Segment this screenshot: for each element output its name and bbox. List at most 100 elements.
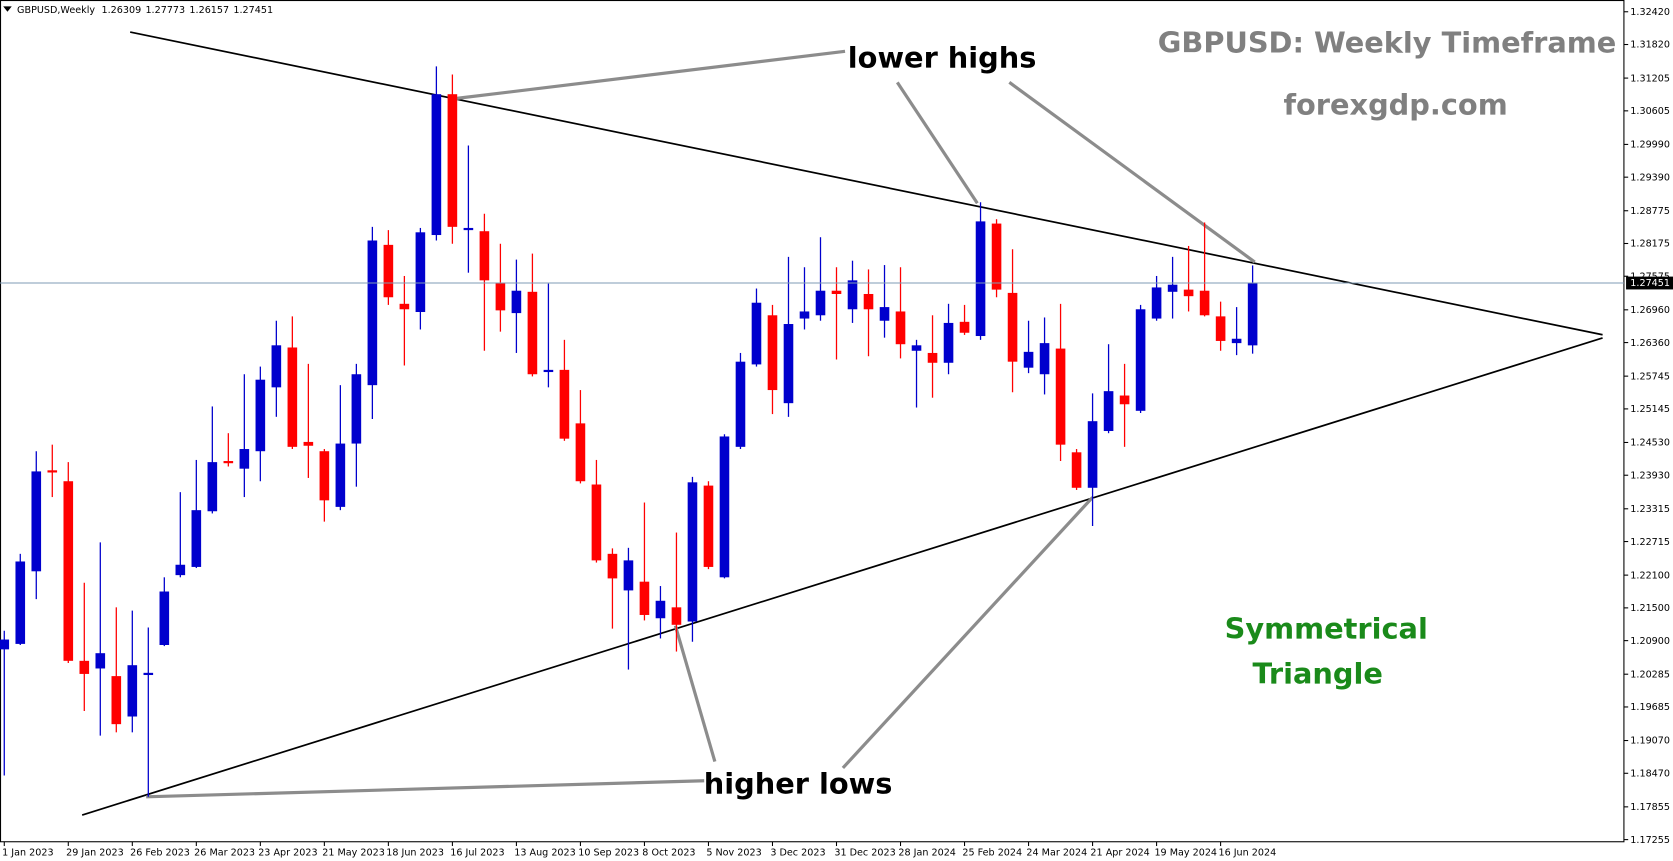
x-tick-label: 28 Jan 2024 [898,848,956,859]
chart-subtitle: forexgdp.com [1283,87,1507,121]
x-tick-label: 16 Jul 2023 [450,848,504,859]
x-tick-label: 21 Apr 2024 [1090,848,1149,859]
candle-body [1023,351,1034,368]
y-tick-label: 1.26360 [1630,338,1670,349]
candle-body [31,471,42,572]
candle-body [847,280,858,310]
x-tick-label: 8 Oct 2023 [642,848,695,859]
candle-body [831,290,842,294]
y-tick-label: 1.20285 [1630,669,1670,680]
x-tick-label: 13 Aug 2023 [514,848,575,859]
x-tick-label: 16 Jun 2024 [1218,848,1276,859]
y-tick-label: 1.31820 [1630,40,1670,51]
candle-body [1055,348,1066,445]
x-tick-label: 25 Feb 2024 [962,848,1022,859]
candle-body [975,221,986,337]
pointer-line [146,779,705,799]
candle-body [895,311,906,345]
candle-body [1103,391,1114,432]
candle-body [351,374,362,444]
candle-body [1231,338,1242,344]
y-tick-label: 1.25745 [1630,371,1670,382]
lower-trendline [81,337,1603,816]
annotation: higher lows [704,767,893,801]
pointer-line [1008,81,1256,264]
y-tick-label: 1.22715 [1630,537,1670,548]
candle-body [511,290,522,314]
annotation: lower highs [848,40,1037,74]
upper-trendline [129,31,1603,336]
x-tick-label: 31 Dec 2023 [834,848,895,859]
x-tick-label: 26 Feb 2023 [130,848,190,859]
y-tick-label: 1.23315 [1630,504,1670,515]
y-tick-label: 1.19070 [1630,736,1670,747]
pattern-label: Symmetrical [1225,611,1428,645]
candle-body [991,223,1002,290]
candle-body [1167,284,1178,292]
candle-body [1151,287,1162,319]
symbol: GBPUSD,Weekly [17,5,95,16]
candle-body [0,639,10,650]
candle-body [111,676,122,725]
y-tick-label: 1.31205 [1630,73,1670,84]
x-tick-label: 24 Mar 2024 [1026,848,1087,859]
x-tick-label: 18 Jun 2023 [386,848,444,859]
candle-body [911,345,922,351]
y-tick-label: 1.29390 [1630,172,1670,183]
y-tick-label: 1.21500 [1630,603,1670,614]
candle-body [127,665,138,717]
chart-header: GBPUSD,Weekly 1.26309 1.27773 1.26157 1.2745… [17,5,273,16]
plot-frame [0,0,1625,843]
candle-body [1087,421,1098,488]
candle-body [863,293,874,310]
candle-body [287,347,298,447]
y-tick-label: 1.20900 [1630,636,1670,647]
candle-body [447,94,458,227]
y-tick-label: 1.19685 [1630,702,1670,713]
x-tick-label: 1 Jan 2023 [2,848,53,859]
pointer-line [673,625,717,762]
price-label-box [1626,276,1673,290]
candle-body [79,660,90,674]
y-tick-label: 1.25145 [1630,404,1670,415]
candle-body [783,324,794,404]
candle-body [431,94,442,236]
candle-body [959,321,970,333]
header-high: 1.27773 [145,5,185,16]
candle-body [639,581,650,615]
y-tick-label: 1.26960 [1630,305,1670,316]
candle-body [767,315,778,391]
y-tick-label: 1.18470 [1630,768,1670,779]
candle-body [495,282,506,311]
candle-body [255,379,266,452]
x-tick-label: 29 Jan 2023 [66,848,124,859]
candle-body [1039,343,1050,375]
pointer-lines [146,49,1256,799]
candle-body [607,553,618,579]
x-tick-label: 10 Sep 2023 [578,848,639,859]
price-label: 1.27451 [1630,278,1670,289]
candle-body [47,470,58,473]
candle-body [687,482,698,622]
candle-body [1199,290,1210,316]
y-tick-label: 1.17855 [1630,802,1670,813]
candle-body [751,302,762,365]
header-low: 1.26157 [189,5,229,16]
pattern-label: Triangle [1252,656,1382,690]
candle-body [735,361,746,447]
candle-body [399,303,410,310]
candle-body [703,485,714,567]
candle-body [271,345,282,388]
y-tick-label: 1.28175 [1630,239,1670,250]
candle-body [463,227,474,231]
candle-body [207,462,218,512]
y-tick-label: 1.30605 [1630,106,1670,117]
candle-body [239,449,250,469]
candle-body [527,291,538,375]
candle-body [1183,289,1194,297]
axes: 1.17255 1.17855 1.18470 1.19070 1.19685 1.202… [0,7,1673,859]
candle-body [799,311,810,319]
pointer-line [895,81,979,205]
